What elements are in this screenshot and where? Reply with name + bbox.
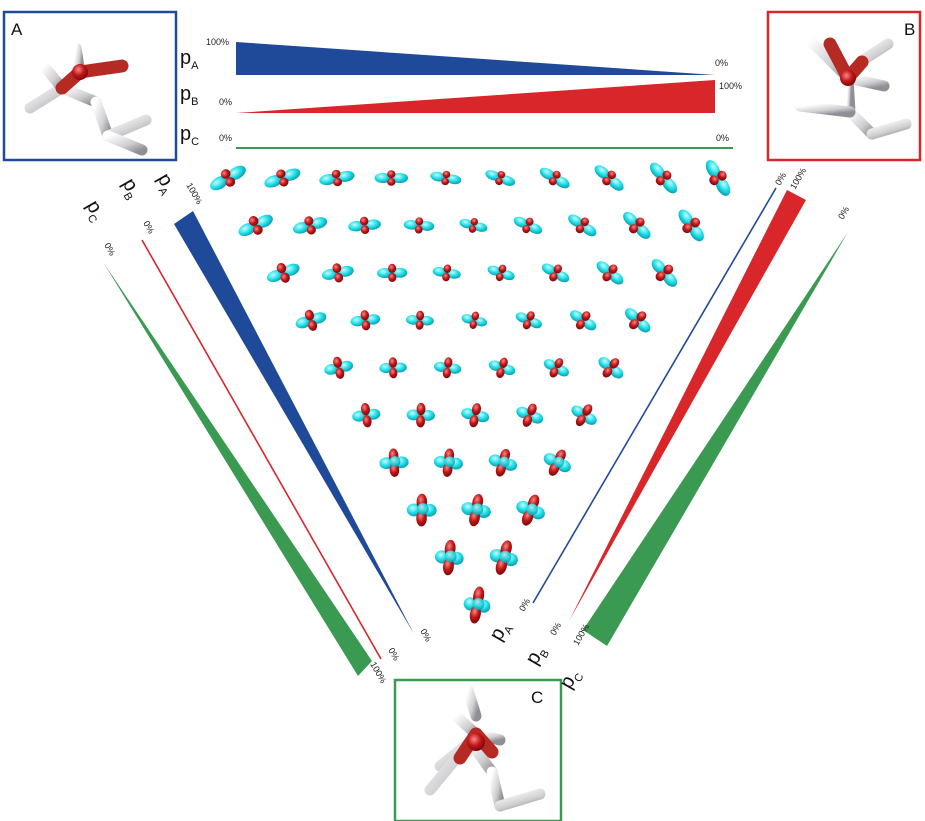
- top-bar-pB: pB 0% 100%: [180, 80, 742, 113]
- top-pC-right-pct: 0%: [716, 133, 729, 143]
- orbital-glyph: [379, 448, 409, 477]
- svg-text:pA: pA: [485, 617, 516, 646]
- left-pA-bottom-pct: 0%: [418, 627, 433, 643]
- top-bar-pA: pA 100% 0%: [180, 37, 728, 75]
- orbital-glyph: [488, 448, 518, 477]
- orbital-glyph: [594, 165, 624, 191]
- orbital-glyph: [406, 493, 437, 527]
- svg-text:pB: pB: [115, 175, 146, 203]
- panel-a-label: A: [11, 20, 23, 39]
- orbital-glyph: [321, 263, 354, 283]
- orbital-glyph: [678, 209, 704, 242]
- right-pA-top-pct: 0%: [773, 171, 788, 187]
- orbital-glyph: [432, 264, 461, 282]
- top-pA-right-pct: 0%: [715, 58, 728, 68]
- orbital-glyph: [463, 586, 491, 624]
- orbital-glyph: [377, 263, 408, 282]
- orbital-glyph: [650, 162, 678, 194]
- orbital-glyph: [430, 170, 462, 186]
- orbital-glyph: [433, 448, 463, 477]
- orbital-glyph: [405, 310, 434, 330]
- orbital-glyph: [568, 214, 597, 237]
- molecule-panel-a: A: [2, 10, 178, 162]
- top-pC-left-pct: 0%: [219, 133, 232, 143]
- orbital-triangle-grid: [210, 160, 731, 624]
- orbital-glyph: [539, 167, 570, 189]
- svg-text:pC: pC: [79, 197, 110, 226]
- orbital-glyph: [403, 217, 435, 234]
- orbital-glyph: [488, 357, 516, 379]
- left-pB-bottom-pct: 0%: [386, 646, 401, 662]
- orbital-glyph: [516, 494, 545, 526]
- orbital-glyph: [459, 217, 488, 233]
- right-pB-bottom-pct: 0%: [548, 621, 563, 637]
- right-pC-bottom-pct: 100%: [571, 622, 591, 647]
- orbital-glyph: [570, 310, 597, 331]
- orbital-glyph: [352, 403, 381, 428]
- orbital-glyph: [374, 170, 409, 186]
- svg-text:pA: pA: [150, 170, 181, 199]
- left-pB-top-pct: 0%: [141, 219, 156, 235]
- orbital-glyph: [434, 539, 464, 576]
- orbital-glyph: [293, 216, 328, 235]
- top-pB-right-pct: 100%: [719, 81, 742, 91]
- orbital-glyph: [264, 168, 301, 188]
- molecule-c-render: [424, 684, 546, 812]
- right-bar-pB: pB 100% 0%: [521, 166, 808, 670]
- orbital-glyph: [487, 264, 515, 282]
- orbital-glyph: [625, 308, 651, 333]
- orbital-glyph: [651, 258, 678, 287]
- orbital-glyph: [623, 211, 651, 239]
- orbital-glyph: [324, 356, 354, 379]
- molecule-b-render: [794, 34, 912, 140]
- molecule-panel-c: C: [393, 678, 563, 821]
- orbital-glyph: [705, 160, 731, 196]
- right-pC-top-pct: 0%: [836, 205, 851, 221]
- right-pA-bottom-pct: 0%: [517, 597, 532, 613]
- right-pB-top-pct: 100%: [788, 166, 808, 191]
- orbital-glyph: [598, 357, 624, 379]
- right-bar-pC: pC 0% 100%: [555, 205, 851, 693]
- molecule-a-render: [24, 32, 152, 156]
- orbital-glyph: [543, 358, 569, 378]
- orbital-glyph: [543, 449, 571, 476]
- orbital-glyph: [596, 261, 624, 285]
- orbital-glyph: [238, 214, 273, 237]
- svg-text:pC: pC: [180, 123, 199, 148]
- orbital-glyph: [461, 311, 488, 330]
- left-pC-top-pct: 0%: [102, 241, 117, 257]
- panel-b-label: B: [904, 20, 915, 39]
- orbital-glyph: [433, 357, 462, 379]
- orbital-glyph: [541, 263, 570, 283]
- svg-text:pA: pA: [180, 47, 199, 72]
- orbital-glyph: [406, 402, 435, 428]
- orbital-glyph: [571, 404, 597, 427]
- top-pA-left-pct: 100%: [206, 37, 229, 47]
- orbital-glyph: [461, 493, 491, 527]
- orbital-glyph: [489, 540, 518, 575]
- orbital-glyph: [516, 403, 544, 427]
- top-bar-pC: pC 0% 0%: [180, 123, 733, 149]
- orbital-glyph: [485, 170, 516, 186]
- orbital-glyph: [295, 309, 327, 331]
- orbital-glyph: [515, 311, 542, 330]
- molecule-panel-b: B: [766, 10, 922, 162]
- panel-c-label: C: [531, 688, 543, 707]
- orbital-glyph: [350, 310, 381, 331]
- orbital-glyph: [379, 357, 407, 379]
- orbital-glyph: [461, 403, 490, 428]
- left-pC-bottom-pct: 100%: [368, 660, 388, 685]
- orbital-glyph: [267, 263, 300, 283]
- orbital-glyph: [348, 216, 381, 235]
- top-pB-left-pct: 0%: [219, 97, 232, 107]
- svg-text:pB: pB: [180, 83, 198, 108]
- orbital-glyph: [513, 216, 543, 234]
- svg-text:pB: pB: [521, 642, 552, 670]
- left-pA-top-pct: 100%: [184, 181, 204, 206]
- orbital-glyph: [319, 169, 355, 187]
- orbital-glyph: [210, 165, 246, 191]
